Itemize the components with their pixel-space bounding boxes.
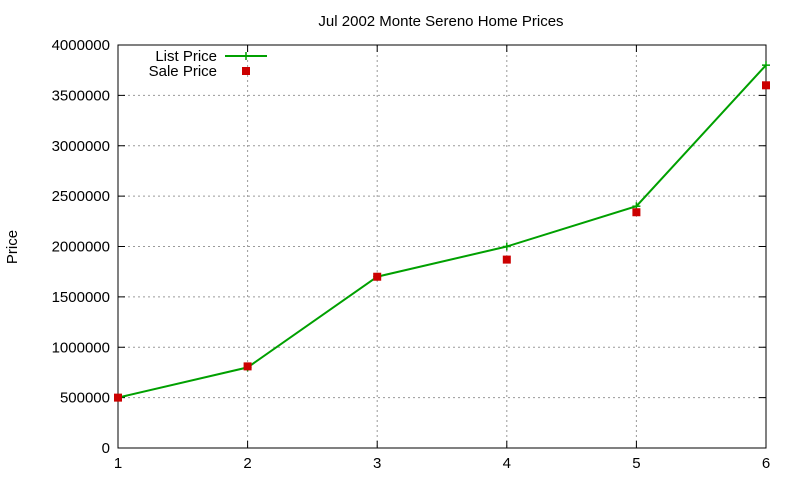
- y-tick-label: 0: [102, 440, 110, 457]
- grid-lines: [118, 45, 766, 448]
- data-point: [114, 393, 122, 402]
- data-point: [243, 362, 252, 371]
- x-tick-label: 3: [373, 455, 381, 472]
- series-sale-price: [114, 81, 770, 402]
- y-tick-label: 2000000: [52, 239, 110, 256]
- x-tick-label: 5: [632, 455, 640, 472]
- series-line: [117, 64, 767, 399]
- y-tick-label: 1500000: [52, 289, 110, 306]
- y-tick-label: 4000000: [52, 37, 110, 54]
- data-point: [762, 61, 770, 70]
- series-list-price: [114, 61, 770, 402]
- y-tick-label: 3500000: [52, 87, 110, 104]
- data-point: [502, 255, 511, 264]
- y-tick-labels: 0 500000 1000000 1500000 2000000 2500000 30000…: [52, 37, 110, 457]
- legend-marker: [242, 67, 250, 75]
- data-point: [502, 242, 511, 251]
- chart-title: Jul 2002 Monte Sereno Home Prices: [318, 13, 563, 30]
- x-tick-label: 2: [243, 455, 251, 472]
- x-tick-label: 6: [762, 455, 770, 472]
- y-tick-label: 3000000: [52, 138, 110, 155]
- y-axis-label: Price: [4, 230, 21, 264]
- x-tick-labels: 1 2 3 4 5 6: [114, 455, 770, 472]
- series-layer: [114, 61, 770, 402]
- legend-marker: [242, 52, 250, 60]
- x-tick-label: 4: [503, 455, 511, 472]
- data-point: [762, 81, 770, 90]
- y-tick-label: 500000: [60, 390, 110, 407]
- legend-label: List Price: [155, 48, 217, 65]
- plot-border: [117, 44, 767, 449]
- legend-label: Sale Price: [149, 63, 217, 80]
- data-point: [373, 272, 382, 281]
- x-tick-label: 1: [114, 455, 122, 472]
- y-tick-label: 2500000: [52, 188, 110, 205]
- y-tick-label: 1000000: [52, 339, 110, 356]
- data-point: [632, 208, 641, 217]
